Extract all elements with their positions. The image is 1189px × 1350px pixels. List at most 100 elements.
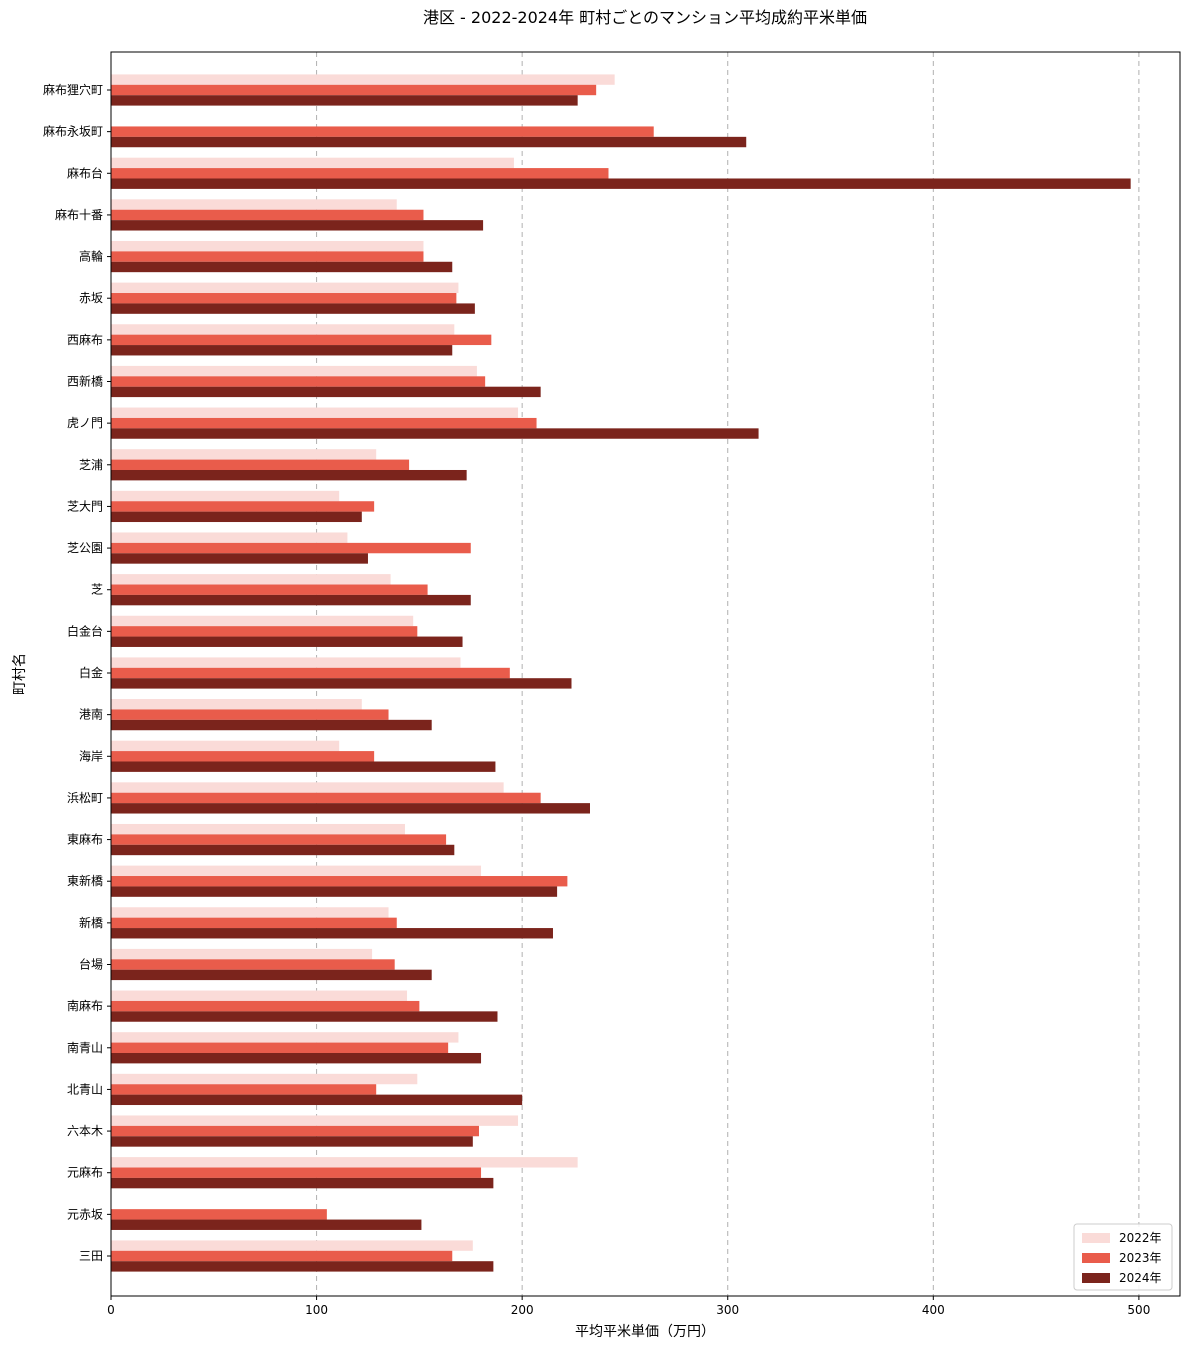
bar [111,1032,459,1043]
bar [111,178,1131,189]
y-tick-label: 南麻布 [67,998,103,1013]
y-tick-label: 六本木 [67,1124,103,1138]
bar [111,823,405,835]
bar [111,157,514,169]
bar [111,553,368,564]
y-tick-label: 麻布台 [67,165,103,180]
bar [111,1219,422,1230]
bar [111,1042,449,1053]
bar [111,928,553,939]
bar [111,907,389,918]
bar [111,1167,482,1178]
bar [111,136,747,148]
y-tick-label: 東麻布 [67,832,103,847]
y-tick-label: 北青山 [67,1082,103,1096]
bar [111,761,496,772]
bar [111,1125,479,1137]
bar [111,699,362,710]
bar [111,740,340,752]
plot-frame [110,51,1181,1297]
legend-swatch [1082,1253,1110,1263]
bar [111,1157,578,1168]
bar [111,1084,377,1095]
bar [111,865,482,877]
bar [111,678,572,689]
bar [111,511,362,523]
x-tick-label: 400 [922,1303,945,1317]
y-tick-label: 元赤坂 [67,1207,103,1221]
y-axis-title: 町村名 [12,653,28,695]
y-tick-label: 元麻布 [67,1165,103,1180]
bar [111,636,463,647]
bar [111,1136,473,1147]
bar [111,844,455,856]
bar [111,803,590,814]
bar [111,782,504,793]
bar [111,719,432,731]
bar [111,1011,498,1022]
bar [111,220,484,231]
bar [111,74,615,85]
bar [111,1209,327,1220]
y-tick-label: 台場 [79,957,103,972]
legend: 2022年 2023年 2024年 [1073,1223,1173,1291]
bar [111,168,609,179]
bar [111,532,348,543]
y-tick-label: 白金 [79,665,103,680]
bar [111,876,568,887]
x-tick-label: 100 [305,1303,328,1317]
y-tick-label: 芝公園 [67,540,103,555]
bar [111,84,597,96]
y-tick-label: 芝浦 [79,457,103,472]
chart-title: 港区 - 2022-2024年 町村ごとのマンション平均成約平米単価 [423,8,867,27]
y-tick-label: 東新橋 [67,873,103,888]
y-tick-label: 麻布狸穴町 [43,82,103,97]
legend-label: 2022年 [1119,1231,1162,1245]
bar [111,886,558,897]
bar [111,251,424,262]
bar [111,293,457,304]
bar [111,282,459,294]
y-tick-label: 芝大門 [67,498,103,513]
y-tick-label: 港南 [79,707,103,722]
bar [111,126,654,137]
bar [111,240,424,252]
bar [111,1250,453,1262]
bar [111,792,541,804]
bar [111,1094,523,1106]
bar [111,615,414,627]
bar [111,990,408,1001]
bars [111,74,1131,1272]
y-tick-label: 西麻布 [67,332,103,347]
bar [111,407,519,418]
bar [111,1261,494,1272]
bar [111,324,455,335]
y-tick-label: 三田 [79,1249,103,1263]
bar [111,574,391,585]
bar [111,542,471,554]
bar [111,209,424,221]
y-tick-label: 麻布十番 [55,207,103,222]
bar [111,1177,494,1189]
y-tick-label: 西新橋 [67,374,103,389]
bar [111,459,410,470]
bar [111,1073,418,1085]
bar [111,657,461,668]
bar [111,386,541,398]
bar [111,917,397,929]
bar [111,365,477,377]
bar [111,1115,519,1126]
y-tick-label: 芝 [91,582,103,597]
bar [111,948,373,960]
bar [111,501,375,512]
bar [111,376,486,387]
bar [111,1052,482,1064]
bar [111,261,453,273]
y-tick-label: 浜松町 [67,791,103,805]
bar [111,959,395,970]
x-tick-label: 300 [716,1303,739,1317]
x-ticks: 0 100 200 300 400 500 [107,1296,1150,1317]
legend-label: 2024年 [1119,1271,1162,1285]
